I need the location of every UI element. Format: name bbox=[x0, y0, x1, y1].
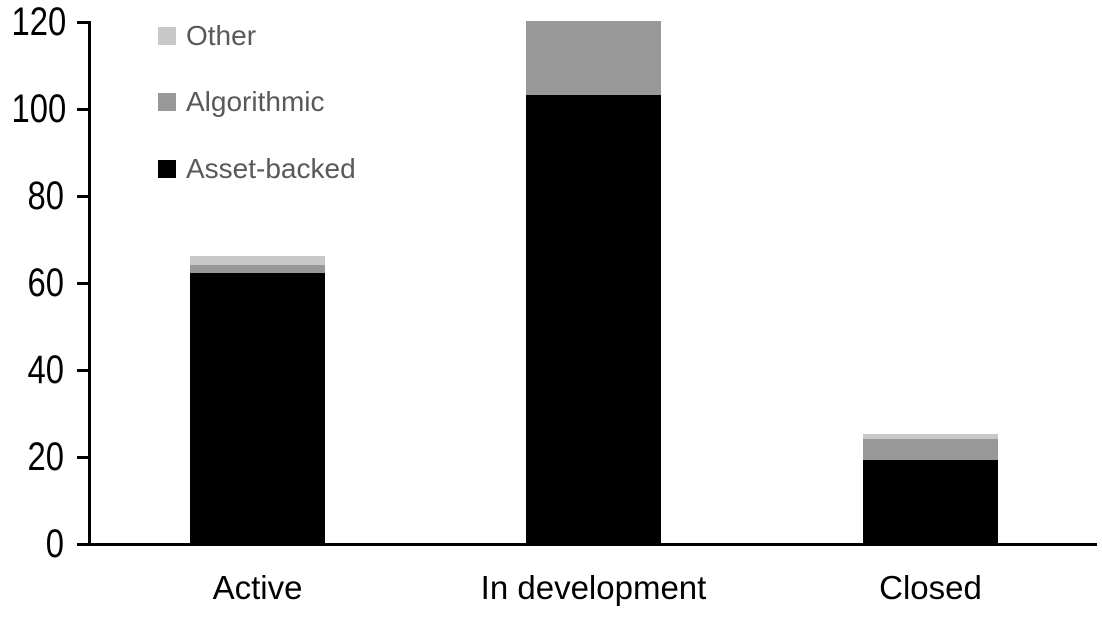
legend-label: Algorithmic bbox=[186, 86, 325, 117]
y-tick-mark bbox=[77, 21, 91, 24]
category-label-closed: Closed bbox=[879, 569, 982, 606]
bar-segment-closed-algorithmic bbox=[863, 438, 998, 461]
legend-swatch-asset-backed bbox=[158, 160, 176, 178]
bar-segment-active-asset-backed bbox=[190, 273, 325, 543]
category-label-in-development: In development bbox=[480, 569, 707, 606]
legend-item-other: Other bbox=[158, 21, 256, 51]
y-tick-label: 60 bbox=[27, 261, 64, 305]
y-tick-mark bbox=[77, 282, 91, 285]
legend-label: Asset-backed bbox=[186, 153, 356, 184]
y-tick-label: 100 bbox=[11, 87, 67, 131]
category-label-active: Active bbox=[212, 569, 303, 606]
bar-segment-closed-asset-backed bbox=[863, 460, 998, 543]
legend-item-algorithmic: Algorithmic bbox=[158, 87, 324, 117]
bar-segment-in-development-algorithmic bbox=[526, 21, 661, 95]
y-tick-mark bbox=[77, 195, 91, 198]
y-axis bbox=[88, 21, 91, 546]
legend-swatch-other bbox=[158, 27, 176, 45]
y-tick-label: 20 bbox=[27, 435, 64, 479]
bar-segment-in-development-asset-backed bbox=[526, 94, 661, 543]
legend-label: Other bbox=[186, 20, 257, 51]
bar-segment-closed-other bbox=[863, 434, 998, 439]
y-tick-mark bbox=[77, 369, 91, 372]
y-tick-label: 80 bbox=[27, 174, 64, 218]
legend-swatch-algorithmic bbox=[158, 93, 176, 111]
x-axis bbox=[88, 543, 1097, 546]
y-tick-label: 120 bbox=[11, 0, 67, 44]
y-tick-label: 0 bbox=[45, 522, 64, 566]
y-tick-mark bbox=[77, 456, 91, 459]
bar-segment-active-other bbox=[190, 255, 325, 265]
bar-segment-active-algorithmic bbox=[190, 264, 325, 274]
y-tick-mark bbox=[77, 543, 91, 546]
y-tick-label: 40 bbox=[27, 348, 64, 392]
legend-item-asset-backed: Asset-backed bbox=[158, 154, 356, 184]
y-tick-mark bbox=[77, 108, 91, 111]
